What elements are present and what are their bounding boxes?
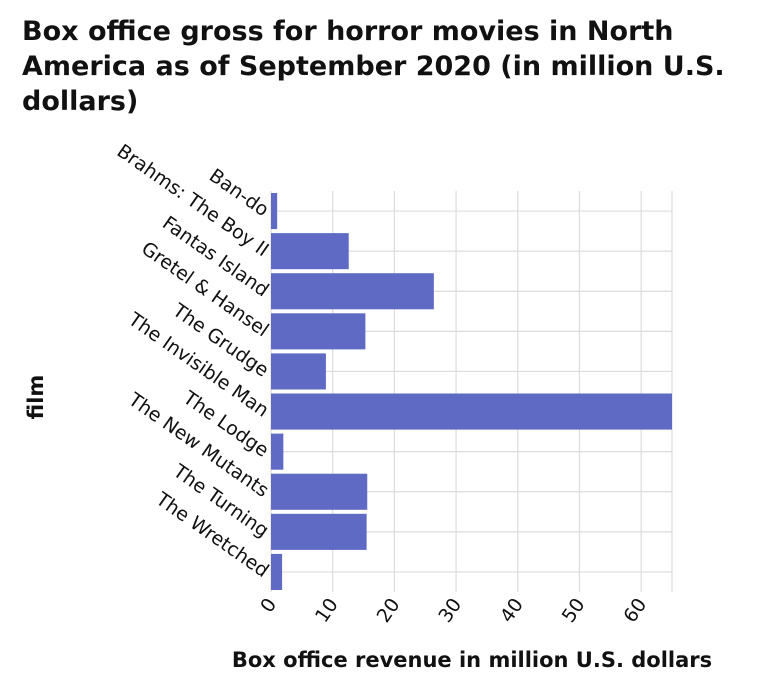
bar — [271, 193, 278, 230]
x-tick-label: 0 — [256, 594, 281, 617]
bar — [271, 313, 366, 350]
bar — [271, 473, 368, 510]
bar — [271, 353, 326, 390]
bar — [271, 553, 283, 590]
bar — [271, 273, 434, 310]
x-tick-label: 60 — [619, 594, 651, 626]
x-tick-label: 20 — [373, 594, 405, 626]
bar — [271, 393, 672, 430]
x-tick-label: 30 — [434, 594, 466, 626]
bars — [271, 193, 672, 590]
bar — [271, 513, 367, 550]
x-axis-title: Box office revenue in million U.S. dolla… — [232, 648, 712, 672]
bar — [271, 233, 349, 270]
x-tick-labels: 0 10 20 30 40 50 60 — [256, 594, 651, 626]
y-axis-title: film — [24, 375, 48, 420]
x-tick-label: 10 — [311, 594, 343, 626]
chart-title: Box office gross for horror movies in No… — [22, 16, 725, 117]
x-tick-label: 50 — [558, 594, 590, 626]
bar — [271, 433, 284, 470]
x-tick-label: 40 — [496, 594, 528, 626]
